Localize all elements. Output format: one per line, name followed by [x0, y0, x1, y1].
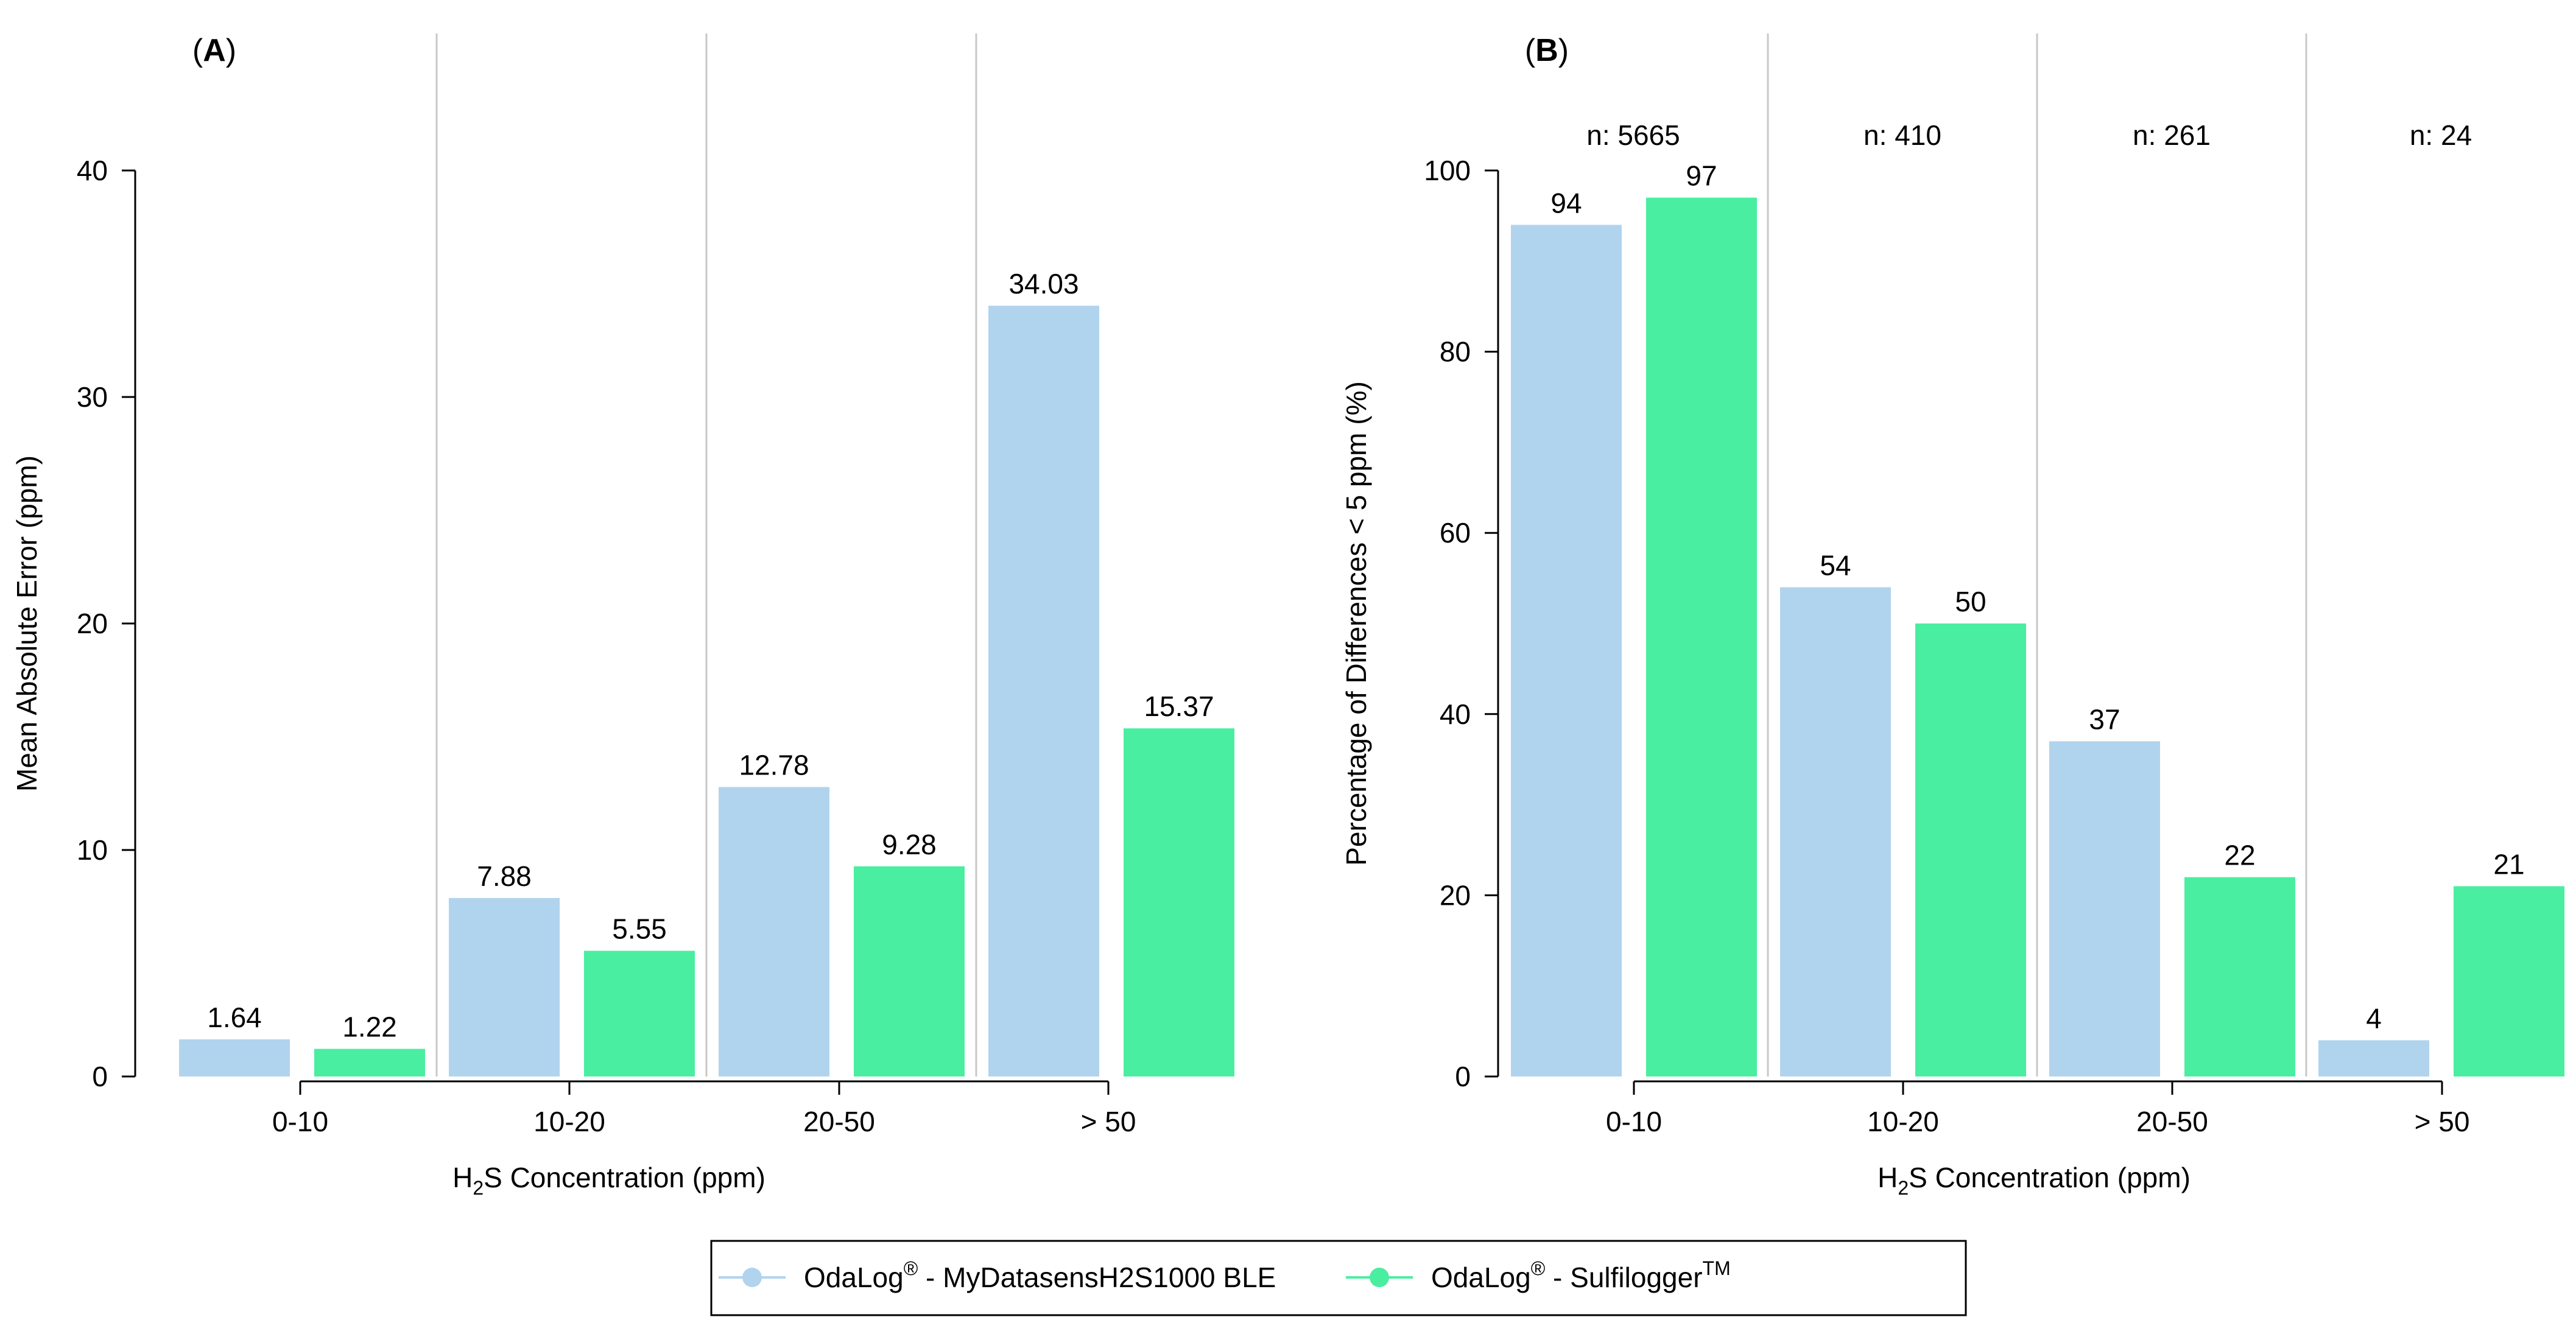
bar-series-1 [2318, 1040, 2429, 1076]
bar-value-label: 50 [1955, 586, 1986, 617]
bar-value-label: 15.37 [1144, 690, 1214, 722]
legend-box [710, 1240, 1967, 1316]
legend-label: OdaLog® - MyDatasensH2S1000 BLE [804, 1257, 1276, 1293]
bar-value-label: 1.22 [342, 1011, 397, 1043]
y-tick-label: 80 [1440, 336, 1471, 368]
x-tick-label: > 50 [2415, 1106, 2470, 1137]
bar-value-label: 9.28 [882, 829, 937, 860]
x-tick-label: > 50 [1081, 1106, 1136, 1137]
y-tick-label: 60 [1440, 517, 1471, 549]
x-axis-title: H2S Concentration (ppm) [1877, 1162, 2191, 1199]
bar-value-label: 1.64 [207, 1002, 262, 1033]
legend-marker [1370, 1268, 1389, 1287]
legend: OdaLog® - MyDatasensH2S1000 BLE OdaLog® -… [710, 1240, 1967, 1316]
bar-value-label: 22 [2224, 840, 2255, 871]
bar-series-2 [314, 1048, 425, 1076]
x-axis-title: H2S Concentration (ppm) [452, 1162, 765, 1199]
bar-series-2 [2454, 886, 2564, 1076]
legend-marker [742, 1268, 762, 1287]
y-tick-label: 20 [77, 608, 108, 639]
x-tick-label: 10-20 [1867, 1106, 1939, 1137]
panel-label: (A) [192, 33, 236, 68]
bar-series-1 [2049, 741, 2160, 1076]
bar-value-label: 4 [2366, 1002, 2382, 1034]
bar-series-2 [1124, 728, 1234, 1076]
x-tick-label: 0-10 [1606, 1106, 1662, 1137]
y-tick-label: 100 [1424, 155, 1471, 186]
group-count-label: n: 5665 [1586, 119, 1680, 151]
group-count-label: n: 410 [1863, 119, 1941, 151]
bar-series-2 [854, 866, 965, 1076]
bar-series-1 [1511, 225, 1622, 1076]
panel-a: (A) 0 10 20 30 40 Mean Absolute Error (ppm) 0-1… [11, 33, 1234, 1199]
bar-value-label: 12.78 [739, 750, 809, 781]
x-tick-label: 20-50 [2136, 1106, 2208, 1137]
y-tick-label: 40 [77, 155, 108, 186]
legend-label: OdaLog® - SulfiloggerTM [1431, 1257, 1731, 1293]
group-count-label: n: 261 [2133, 119, 2211, 151]
bar-value-label: 37 [2089, 703, 2120, 735]
bar-series-2 [1646, 197, 1757, 1076]
bar-series-1 [988, 306, 1099, 1077]
bar-series-2 [584, 950, 695, 1076]
panel-label: (B) [1525, 33, 1569, 68]
bar-value-label: 21 [2493, 849, 2524, 880]
bar-series-1 [179, 1039, 290, 1076]
y-tick-label: 0 [1455, 1061, 1471, 1092]
y-tick-label: 0 [92, 1061, 108, 1092]
y-tick-label: 30 [77, 381, 108, 413]
y-axis-title: Percentage of Differences < 5 ppm (%) [1340, 381, 1372, 866]
bar-series-1 [1780, 587, 1891, 1076]
y-tick-label: 20 [1440, 879, 1471, 911]
group-count-label: n: 24 [2410, 119, 2472, 151]
bar-series-2 [1915, 623, 2026, 1076]
bar-series-2 [2184, 877, 2295, 1076]
bar-value-label: 97 [1686, 160, 1717, 192]
x-tick-label: 10-20 [533, 1106, 605, 1137]
bar-value-label: 34.03 [1008, 268, 1079, 300]
bar-series-1 [449, 897, 560, 1076]
bar-value-label: 54 [1820, 549, 1851, 581]
y-tick-label: 40 [1440, 698, 1471, 730]
bar-value-label: 5.55 [612, 913, 667, 945]
panel-b: (B) 0 20 40 60 80 100 Percentage of Differences… [1340, 33, 2564, 1199]
x-tick-label: 20-50 [803, 1106, 875, 1137]
bar-value-label: 7.88 [477, 860, 532, 892]
bar-series-1 [719, 787, 829, 1076]
bar-value-label: 94 [1550, 187, 1582, 219]
x-tick-label: 0-10 [272, 1106, 328, 1137]
y-axis-title: Mean Absolute Error (ppm) [11, 455, 43, 792]
y-tick-label: 10 [77, 834, 108, 866]
